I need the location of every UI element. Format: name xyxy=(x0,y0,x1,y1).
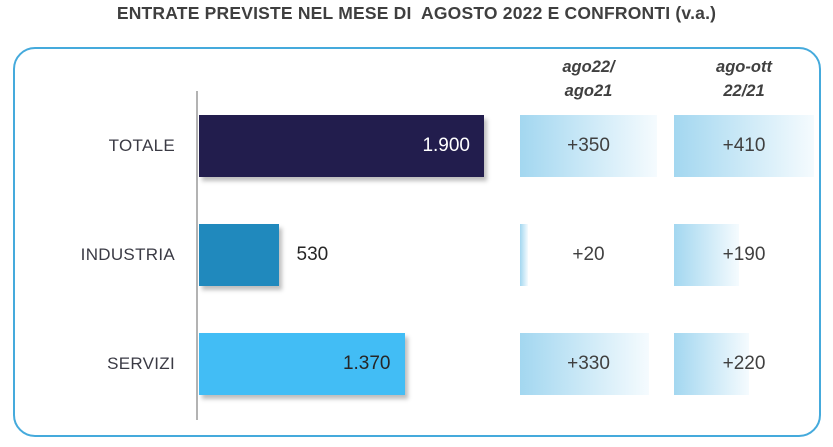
comparison-value: +350 xyxy=(567,135,610,156)
comparison-value: +20 xyxy=(572,244,605,265)
bar-value-label: 1.370 xyxy=(342,353,391,374)
category-label-servizi: SERVIZI xyxy=(107,354,175,373)
comparison-value: +190 xyxy=(722,244,766,265)
comparison-cell-industria-ago22-ago21: +20 xyxy=(520,224,657,286)
column-header-line1: ago-ott xyxy=(716,58,772,76)
comparison-cell-totale-ago22-ago21: +350 xyxy=(520,115,657,177)
column-header-ago-ott-22-21: ago-ott 22/21 xyxy=(674,55,814,103)
bar-servizi: 1.370 xyxy=(199,333,405,395)
databar-fill xyxy=(674,224,739,286)
databar-fill xyxy=(674,115,814,177)
comparison-cell-servizi-ago22-ago21: +330 xyxy=(520,333,657,395)
category-label-totale: TOTALE xyxy=(108,136,175,155)
comparison-cell-servizi-ago-ott: +220 xyxy=(674,333,814,395)
comparison-value: +410 xyxy=(722,135,766,156)
bar-totale: 1.900 xyxy=(199,115,484,177)
bar-track: 530 xyxy=(199,224,484,286)
databar-fill xyxy=(520,115,657,177)
chart-panel: ago22/ ago21 ago-ott 22/21 TOTALE 1.900 … xyxy=(13,47,821,437)
comparison-cell-totale-ago-ott: +410 xyxy=(674,115,814,177)
bar-value-label: 1.900 xyxy=(422,135,470,156)
category-label-industria: INDUSTRIA xyxy=(80,245,175,264)
databar-fill xyxy=(674,333,750,395)
databar-fill xyxy=(520,333,650,395)
column-header-ago22-ago21: ago22/ ago21 xyxy=(520,55,657,103)
comparison-cell-industria-ago-ott: +190 xyxy=(674,224,814,286)
bar-track: 1.900 xyxy=(199,115,484,177)
bar-industria: 530 xyxy=(199,224,328,286)
axis-line xyxy=(196,91,198,420)
column-header-line1: ago22/ xyxy=(562,58,615,76)
comparison-value: +220 xyxy=(722,353,766,374)
bar-track: 1.370 xyxy=(199,333,484,395)
bar-value-label: 530 xyxy=(296,244,329,265)
comparison-value: +330 xyxy=(567,353,610,374)
column-header-line2: 22/21 xyxy=(723,82,765,100)
databar-fill xyxy=(520,224,528,286)
column-header-line2: ago21 xyxy=(564,82,613,100)
chart-title: ENTRATE PREVISTE NEL MESE DI AGOSTO 2022… xyxy=(116,3,717,23)
